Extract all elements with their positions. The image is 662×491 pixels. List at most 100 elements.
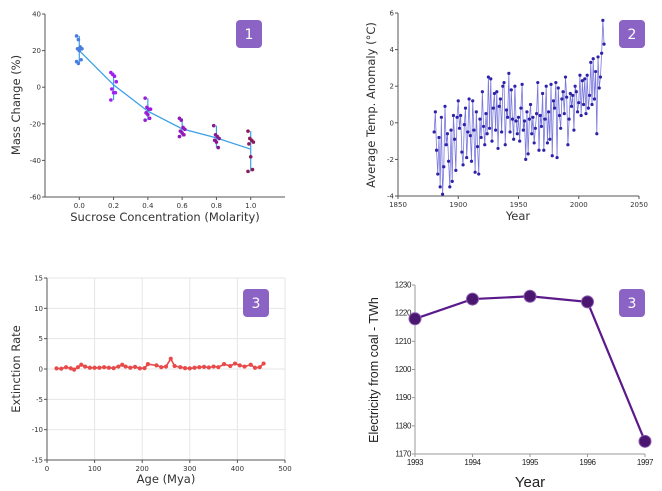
data-point [462, 123, 466, 127]
x-tick-label: 1950 [510, 201, 528, 209]
data-point [102, 365, 107, 370]
data-point [532, 141, 536, 145]
data-point [211, 364, 216, 369]
data-point [478, 117, 482, 121]
data-point [515, 132, 519, 136]
data-point [68, 366, 73, 371]
series-line [414, 295, 647, 442]
data-point [508, 130, 512, 134]
data-point [456, 99, 460, 103]
data-point [560, 97, 564, 101]
y-tick-label: 20 [32, 47, 41, 55]
chart-2: 1850 1900 1950 2000 2050 6 4 2 0 -2 -4 Year Average … [364, 10, 648, 224]
data-point [469, 159, 474, 163]
data-point [512, 137, 516, 141]
data-point [450, 179, 454, 183]
x-axis-label: Age (Mya) [137, 472, 196, 486]
data-point [577, 101, 581, 105]
chart-4: 1993 1994 1995 1996 1997 1230 1220 1210 1200 1190… [367, 281, 654, 491]
data-point [232, 361, 238, 366]
data-point [443, 104, 447, 108]
data-point [437, 135, 441, 140]
data-point [471, 99, 475, 103]
data-point [569, 104, 574, 108]
data-point [251, 140, 256, 144]
x-tick-label: 400 [231, 465, 244, 473]
x-tick-label: 1850 [389, 201, 407, 209]
data-point [97, 365, 102, 370]
data-point [501, 84, 505, 88]
data-point [490, 139, 494, 143]
data-point [154, 363, 159, 368]
data-point [524, 157, 528, 161]
data-point [217, 136, 221, 141]
chart-3: 0 100 200 300 400 500 15 10 5 0 -5 -10 -15 Age (Mya) E… [9, 275, 292, 487]
data-point [555, 155, 559, 160]
x-tick-label: 200 [136, 465, 149, 473]
y-axis-label: Average Temp. Anomaly (°C) [364, 22, 378, 188]
data-point [257, 365, 262, 370]
badge-background [236, 20, 262, 48]
y-tick-label: -4 [387, 193, 395, 201]
data-point [228, 363, 233, 369]
data-point [572, 128, 576, 132]
data-point [434, 148, 439, 152]
x-tick-label: 1994 [464, 458, 481, 467]
data-point [585, 73, 589, 77]
data-point [76, 61, 81, 66]
data-point [163, 364, 169, 369]
data-point [63, 365, 69, 370]
data-point [507, 71, 511, 75]
data-point [460, 150, 464, 154]
data-point [474, 110, 478, 114]
panel-badge: 1 [236, 20, 262, 48]
data-point [563, 75, 568, 79]
data-point [182, 132, 186, 137]
data-point [516, 115, 521, 119]
data-point [581, 295, 594, 309]
data-point [533, 126, 537, 130]
data-point [211, 123, 216, 128]
data-point [489, 77, 493, 81]
y-tick-label: -10 [32, 426, 43, 434]
data-point [74, 34, 79, 38]
data-point [559, 126, 563, 130]
data-point [522, 119, 527, 123]
series-line [78, 50, 251, 150]
data-point [92, 365, 97, 370]
data-point [571, 93, 575, 97]
data-point [541, 91, 545, 96]
data-point [584, 112, 588, 116]
x-axis-label: Year [515, 474, 545, 491]
data-point [433, 110, 437, 114]
data-point [137, 366, 142, 371]
data-point [494, 128, 498, 132]
data-point [506, 115, 510, 119]
data-point [159, 365, 164, 370]
data-point [457, 126, 462, 130]
data-point [250, 167, 255, 172]
x-tick-label: 1993 [407, 458, 424, 467]
data-point [526, 152, 530, 156]
data-point [87, 365, 92, 370]
data-point [598, 75, 603, 79]
data-point [109, 87, 114, 91]
data-point [246, 129, 250, 133]
data-point [59, 366, 64, 371]
data-point [638, 434, 652, 448]
data-point [486, 75, 490, 79]
data-point [550, 154, 554, 158]
data-point [504, 108, 509, 112]
data-point [539, 124, 543, 129]
data-point [466, 292, 479, 306]
data-point [237, 363, 242, 368]
data-point [497, 104, 501, 108]
data-point [600, 51, 604, 55]
data-point [206, 365, 211, 370]
data-point [581, 102, 586, 107]
data-point [479, 135, 483, 140]
data-point [145, 362, 151, 367]
data-point [201, 364, 207, 369]
data-point [214, 140, 219, 144]
